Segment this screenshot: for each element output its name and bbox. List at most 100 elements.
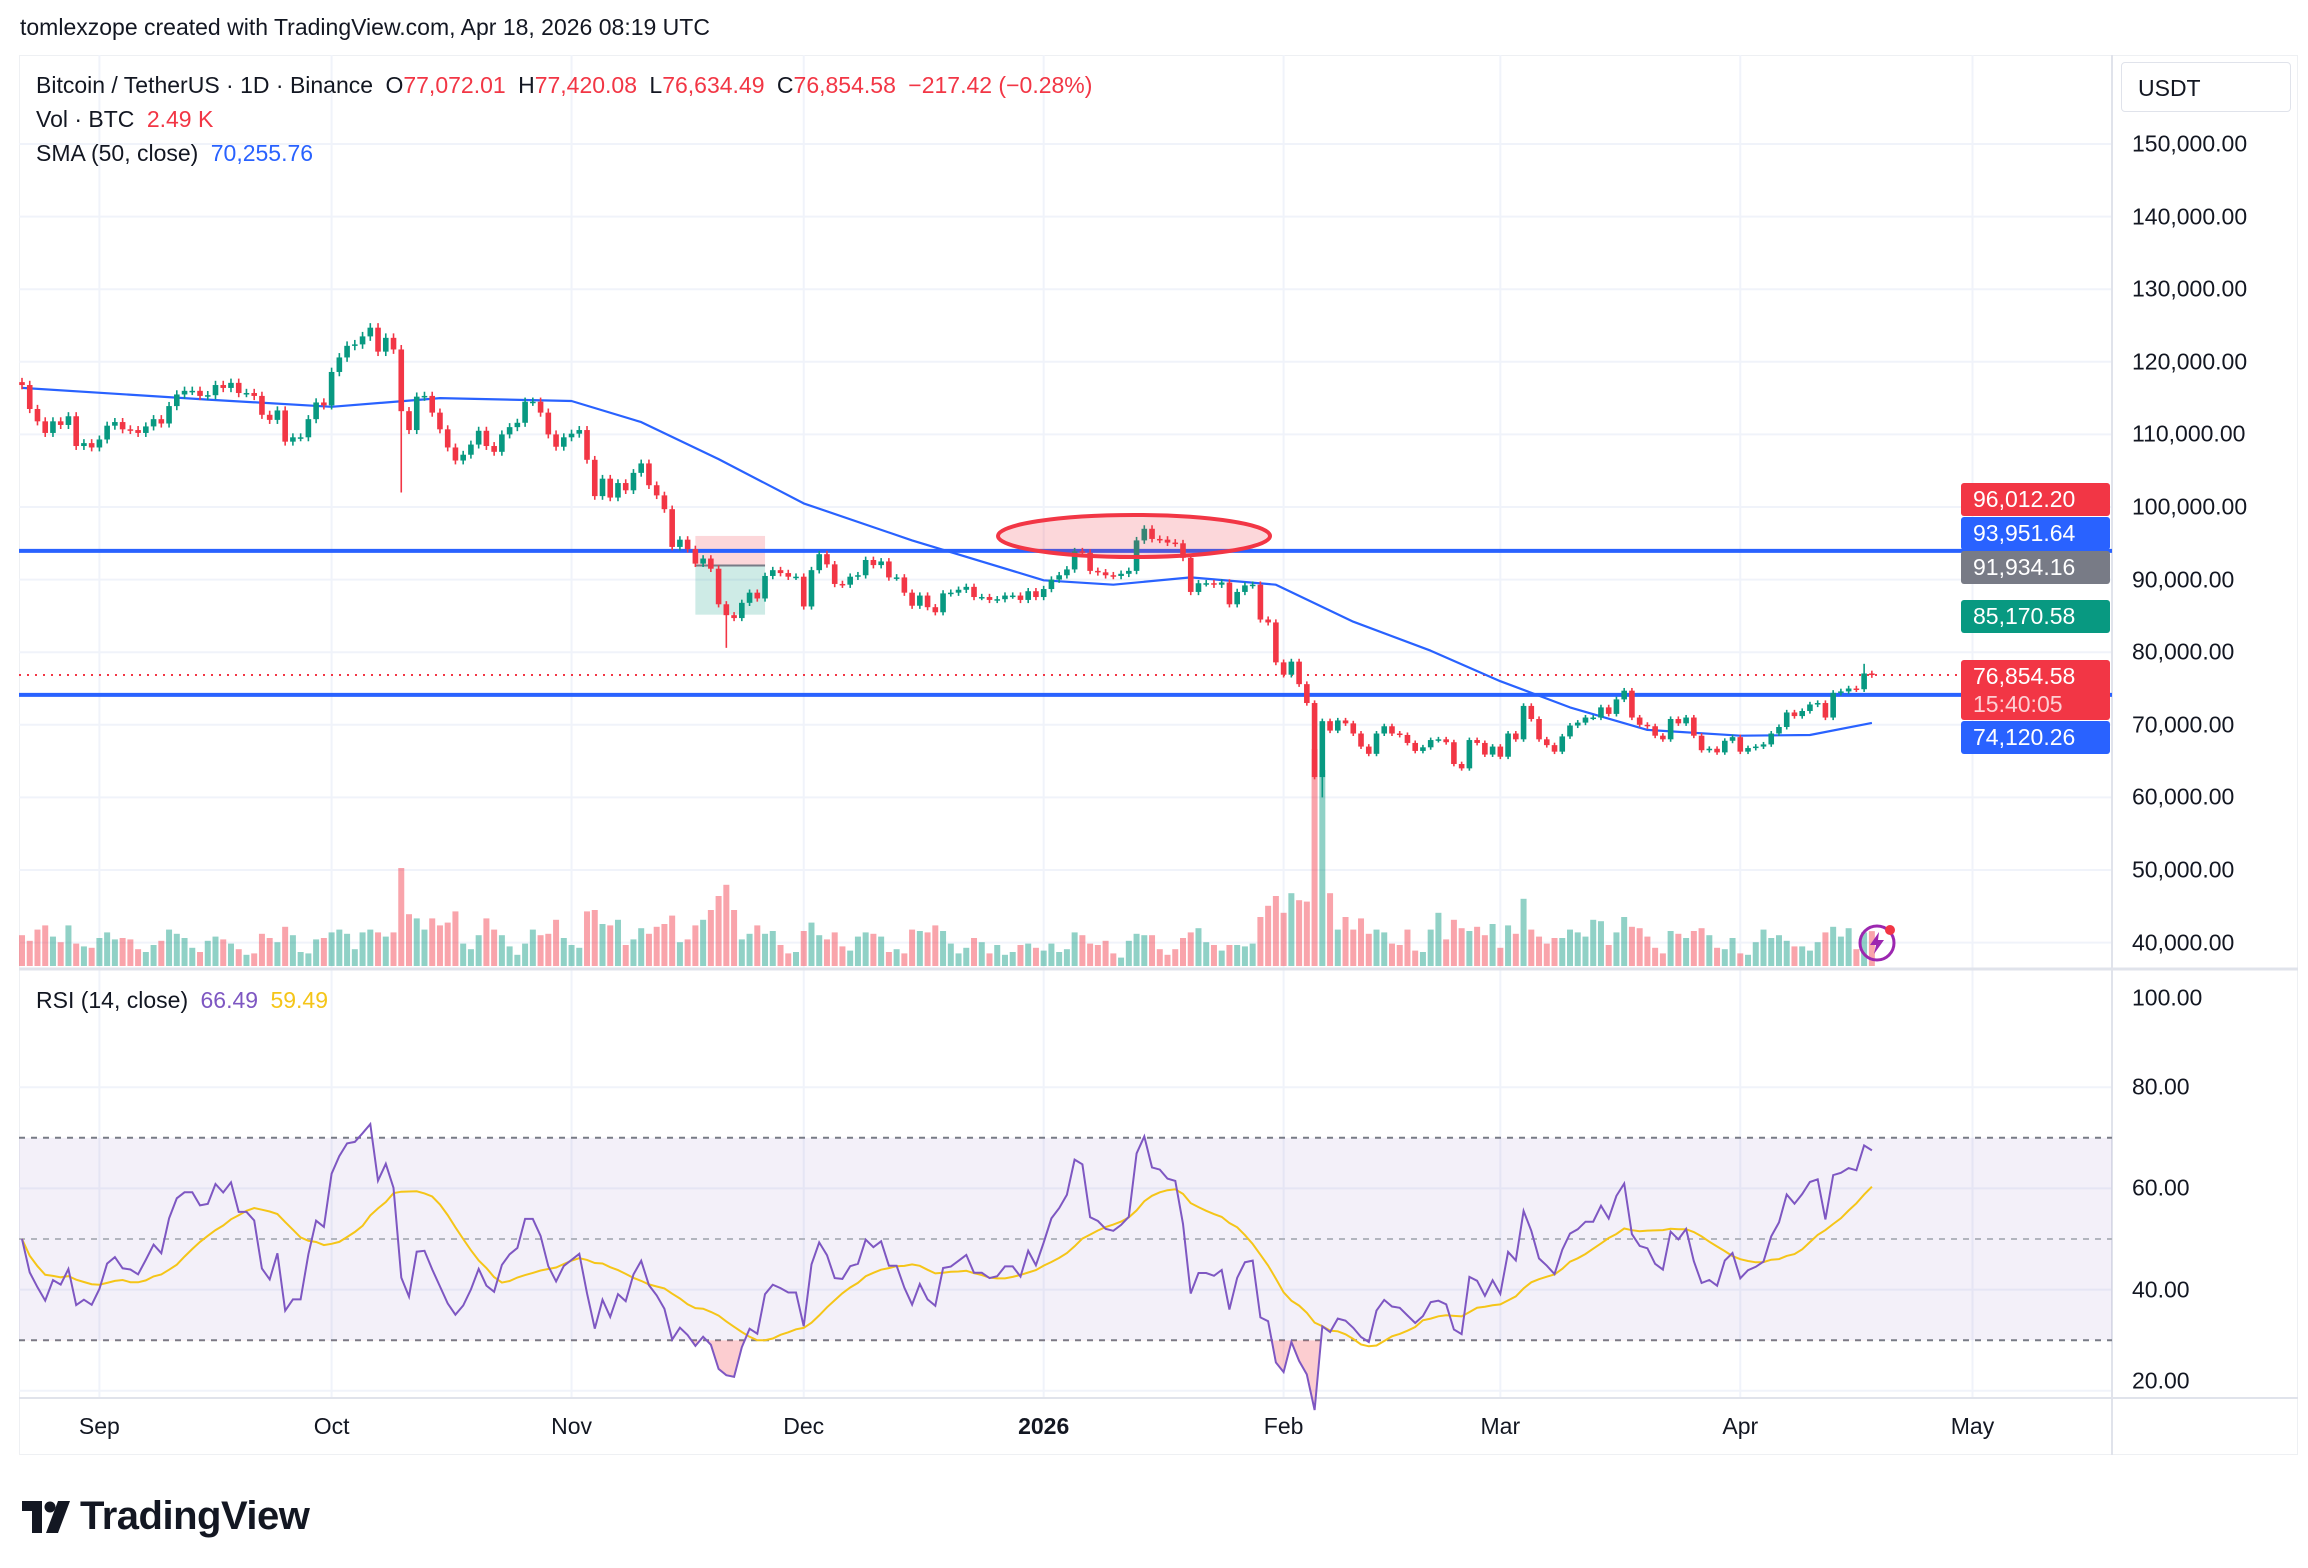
volume-bar bbox=[1358, 918, 1365, 966]
candle bbox=[135, 426, 141, 437]
tradingview-logo[interactable]: TradingView bbox=[22, 1494, 310, 1539]
volume-bar bbox=[173, 933, 180, 966]
candle bbox=[1451, 739, 1457, 767]
volume-bar bbox=[947, 943, 954, 966]
volume-bar bbox=[1187, 932, 1194, 966]
volume-bar bbox=[1443, 939, 1450, 966]
volume-bar bbox=[963, 947, 970, 966]
volume-bar bbox=[1102, 940, 1109, 966]
volume-bar bbox=[1520, 898, 1527, 966]
candle bbox=[1443, 736, 1449, 745]
candle-body bbox=[1118, 573, 1124, 576]
volume-bar bbox=[1830, 926, 1837, 966]
sma-legend[interactable]: SMA (50, close) 70,255.76 bbox=[36, 140, 319, 167]
candle bbox=[1156, 535, 1163, 544]
candle-body bbox=[1365, 746, 1372, 754]
candle bbox=[1373, 731, 1380, 757]
volume-bar bbox=[429, 918, 436, 966]
resistance-price-badge: 93,951.64 bbox=[1961, 517, 2110, 550]
candle-body bbox=[917, 595, 923, 606]
candle-body bbox=[204, 395, 211, 397]
candle bbox=[769, 566, 776, 580]
candle-body bbox=[34, 408, 41, 422]
volume-legend[interactable]: Vol · BTC 2.49 K bbox=[36, 106, 219, 133]
volume-bar bbox=[305, 953, 312, 966]
volume-bar bbox=[862, 932, 869, 966]
candle-body bbox=[313, 402, 319, 420]
candle bbox=[537, 397, 544, 417]
candle-body bbox=[793, 576, 799, 579]
candle-body bbox=[1683, 717, 1689, 724]
volume-bar bbox=[189, 947, 196, 966]
candle bbox=[282, 406, 288, 446]
candle bbox=[1040, 585, 1047, 601]
volume-bar bbox=[258, 933, 265, 966]
position-target-zone bbox=[695, 565, 766, 615]
candle-body bbox=[398, 349, 405, 412]
candle bbox=[468, 440, 474, 459]
candle bbox=[1869, 670, 1875, 678]
symbol-legend: Bitcoin / TetherUS · 1D · Binance O77,07… bbox=[36, 72, 1098, 99]
candle bbox=[1412, 740, 1418, 754]
volume-bar bbox=[1822, 932, 1829, 966]
volume-bar bbox=[1234, 945, 1241, 966]
candle bbox=[615, 479, 621, 502]
volume-bar bbox=[870, 933, 877, 966]
volume-bar bbox=[1667, 931, 1674, 966]
candle-body bbox=[491, 446, 497, 452]
candle bbox=[1861, 663, 1867, 692]
candle bbox=[26, 380, 33, 414]
candle-body bbox=[1249, 584, 1256, 587]
volume-bar bbox=[1474, 926, 1481, 966]
volume-bar bbox=[359, 932, 366, 966]
candle bbox=[452, 443, 459, 465]
volume-bar bbox=[676, 942, 683, 966]
volume-bar bbox=[1412, 950, 1419, 966]
candle-body bbox=[1675, 718, 1682, 724]
candle bbox=[204, 391, 211, 401]
candle-body bbox=[1644, 724, 1651, 727]
volume-bar bbox=[127, 939, 134, 966]
price-axis-label: 90,000.00 bbox=[2132, 566, 2235, 593]
volume-bar bbox=[700, 919, 707, 966]
volume-bar bbox=[398, 868, 405, 966]
sma50-line bbox=[21, 386, 1873, 737]
volume-bar bbox=[1458, 928, 1465, 966]
candle bbox=[1304, 681, 1310, 706]
candle bbox=[1396, 731, 1403, 738]
candle-body bbox=[1466, 740, 1473, 769]
volume-bar bbox=[560, 938, 567, 966]
volume-bar bbox=[1512, 933, 1519, 966]
last-price: 76,854.58 bbox=[1973, 663, 2076, 689]
time-axis-label: Feb bbox=[1263, 1413, 1304, 1439]
volume-bar bbox=[1203, 942, 1210, 966]
candle-body bbox=[530, 401, 536, 404]
candle bbox=[677, 536, 683, 551]
currency-selector[interactable]: USDT bbox=[2121, 62, 2291, 112]
candle bbox=[359, 331, 366, 349]
candle bbox=[1559, 733, 1566, 755]
candle-body bbox=[452, 447, 459, 461]
candle bbox=[1025, 588, 1031, 604]
volume-bar bbox=[491, 929, 498, 966]
candle-body bbox=[1830, 692, 1836, 718]
candle-body bbox=[1435, 739, 1442, 741]
candle bbox=[831, 561, 838, 588]
candle-body bbox=[1350, 723, 1357, 734]
candle-body bbox=[591, 459, 598, 497]
candle bbox=[901, 574, 908, 596]
candle-body bbox=[73, 416, 79, 447]
candle bbox=[1420, 744, 1426, 754]
candle bbox=[1335, 717, 1341, 734]
rsi-legend[interactable]: RSI (14, close) 66.49 59.49 bbox=[36, 987, 334, 1014]
symbol-name[interactable]: Bitcoin / TetherUS · 1D · Binance bbox=[36, 72, 374, 98]
volume-bar bbox=[1025, 943, 1032, 966]
lightning-icon[interactable] bbox=[1857, 923, 1897, 963]
candle-body bbox=[1783, 712, 1790, 727]
volume-bar bbox=[1768, 938, 1775, 966]
candle-body bbox=[731, 615, 737, 619]
candle-body bbox=[1156, 538, 1163, 541]
candle-body bbox=[1195, 583, 1202, 592]
candle bbox=[42, 417, 49, 437]
